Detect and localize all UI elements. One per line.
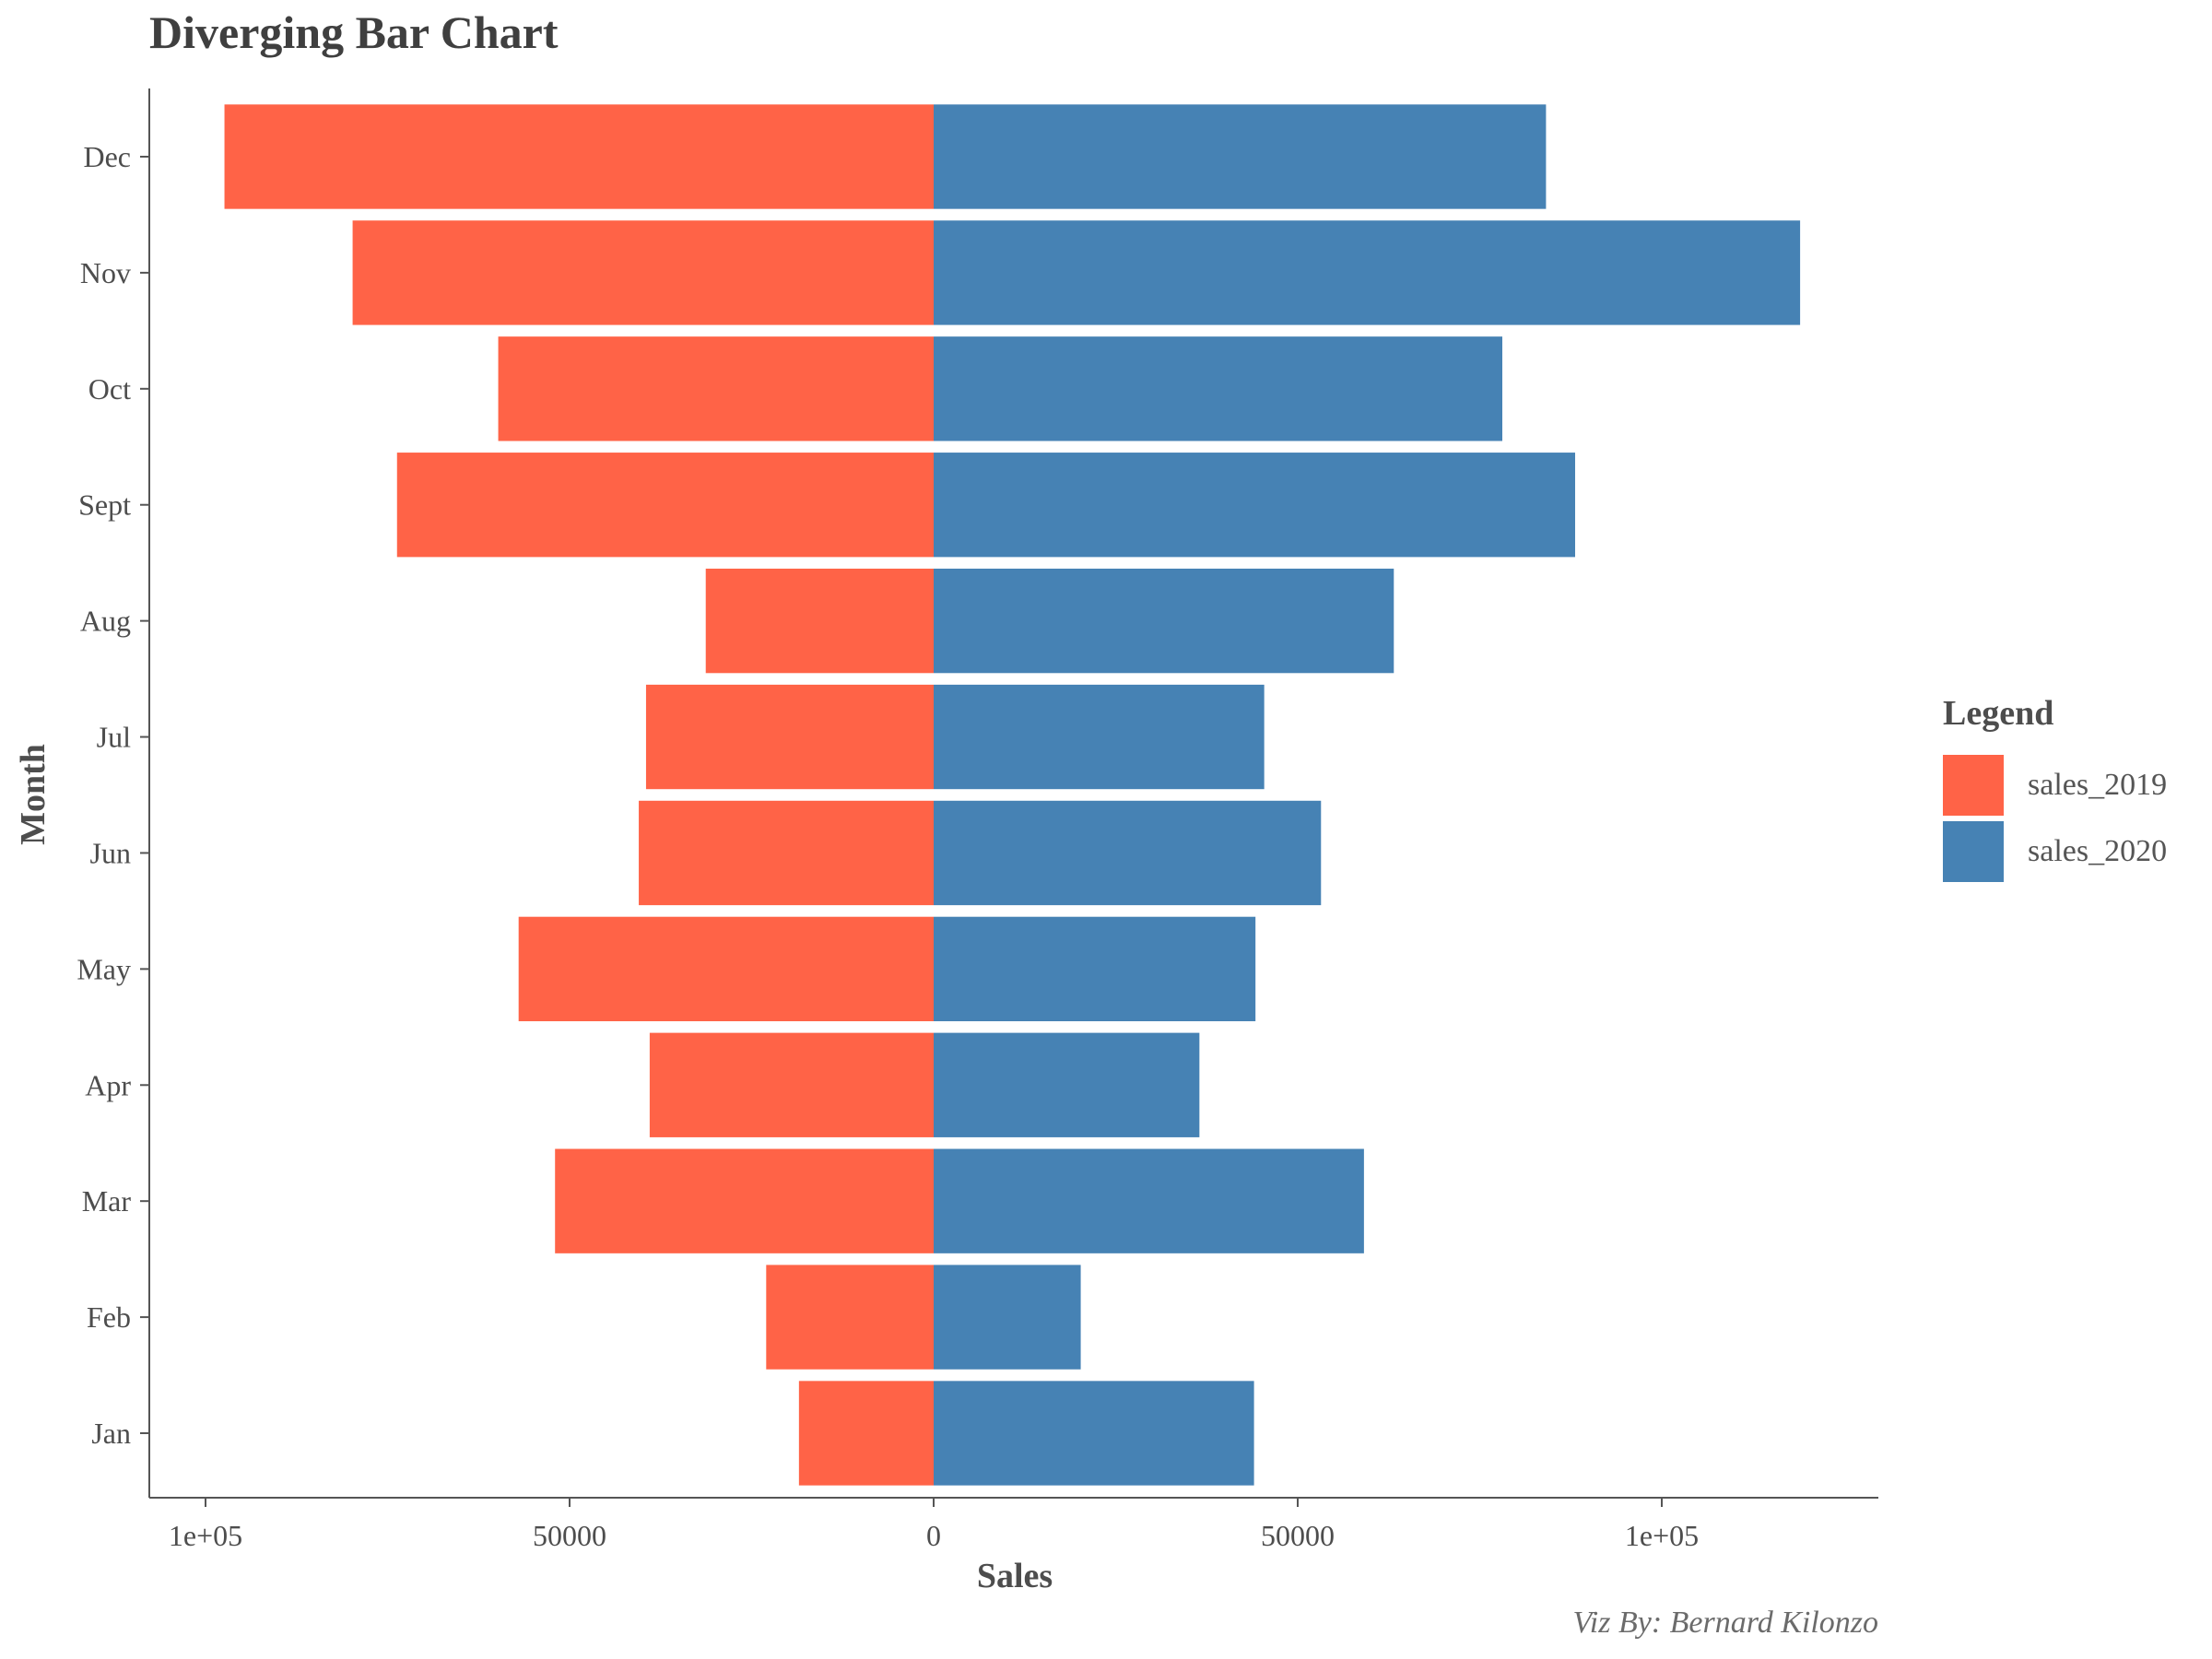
x-tick-label: 50000 — [533, 1519, 606, 1552]
bar-sales-2020-dec — [934, 104, 1547, 209]
bar-sales-2020-oct — [934, 336, 1502, 441]
y-tick-label-aug: Aug — [80, 605, 131, 638]
bar-sales-2019-nov — [352, 220, 935, 325]
series-sales-2019-bars — [224, 104, 935, 1486]
bar-sales-2019-dec — [224, 104, 935, 209]
y-tick-label-jun: Jun — [90, 836, 131, 869]
bar-sales-2020-apr — [934, 1032, 1200, 1137]
bar-sales-2020-may — [934, 916, 1256, 1022]
y-tick-label-jul: Jul — [97, 721, 131, 754]
bar-sales-2019-may — [518, 916, 934, 1022]
bar-sales-2020-nov — [934, 220, 1801, 325]
y-tick-label-dec: Dec — [83, 140, 131, 173]
bar-sales-2020-mar — [934, 1148, 1364, 1253]
x-tick-label: 0 — [926, 1519, 941, 1552]
bar-sales-2019-apr — [649, 1032, 934, 1137]
y-tick-label-feb: Feb — [87, 1300, 131, 1334]
y-tick-label-apr: Apr — [85, 1068, 131, 1101]
legend-item-sales-2020: sales_2020 — [1943, 818, 2167, 885]
x-tick-label: 50000 — [1261, 1519, 1335, 1552]
chart-title: Diverging Bar Chart — [149, 6, 559, 58]
bar-sales-2019-jun — [639, 800, 934, 906]
legend-item-sales-2019: sales_2019 — [1943, 752, 2167, 818]
bar-sales-2019-sept — [396, 453, 934, 558]
y-tick-label-may: May — [76, 952, 131, 985]
x-axis-label: Sales — [976, 1557, 1053, 1595]
bar-sales-2019-jan — [798, 1381, 934, 1486]
legend: Legend sales_2019 sales_2020 — [1943, 693, 2167, 885]
legend-label-sales-2019: sales_2019 — [2028, 768, 2168, 802]
bar-sales-2019-jul — [645, 684, 934, 790]
legend-label-sales-2020: sales_2020 — [2028, 834, 2168, 868]
y-axis-ticks: Jan Feb Mar Apr May Jun Jul Aug Sept Oct Nov Dec — [76, 140, 149, 1450]
x-axis-ticks: 1e+05 50000 0 50000 1e+05 — [169, 1498, 1699, 1552]
y-tick-label-mar: Mar — [82, 1184, 132, 1218]
series-sales-2020-bars — [934, 104, 1801, 1486]
bar-sales-2019-oct — [498, 336, 934, 441]
bar-sales-2019-mar — [555, 1148, 934, 1253]
y-tick-label-nov: Nov — [80, 256, 131, 289]
x-tick-label: 1e+05 — [1625, 1519, 1699, 1552]
legend-swatch-sales-2019 — [1943, 755, 2004, 816]
legend-swatch-sales-2020 — [1943, 821, 2004, 882]
y-axis-label: Month — [14, 744, 53, 845]
y-tick-label-jan: Jan — [91, 1417, 131, 1450]
bar-sales-2020-jan — [934, 1381, 1254, 1486]
bar-sales-2019-aug — [705, 568, 934, 674]
bar-sales-2020-sept — [934, 453, 1575, 558]
legend-title: Legend — [1943, 694, 2054, 733]
bar-sales-2020-feb — [934, 1265, 1081, 1370]
bar-sales-2020-jul — [934, 684, 1265, 790]
y-tick-label-sept: Sept — [78, 488, 131, 522]
caption: Viz By: Bernard Kilonzo — [1572, 1606, 1878, 1640]
bar-sales-2020-jun — [934, 800, 1322, 906]
x-tick-label: 1e+05 — [169, 1519, 242, 1552]
y-tick-label-oct: Oct — [88, 372, 131, 406]
bar-sales-2020-aug — [934, 568, 1394, 674]
bar-sales-2019-feb — [766, 1265, 934, 1370]
